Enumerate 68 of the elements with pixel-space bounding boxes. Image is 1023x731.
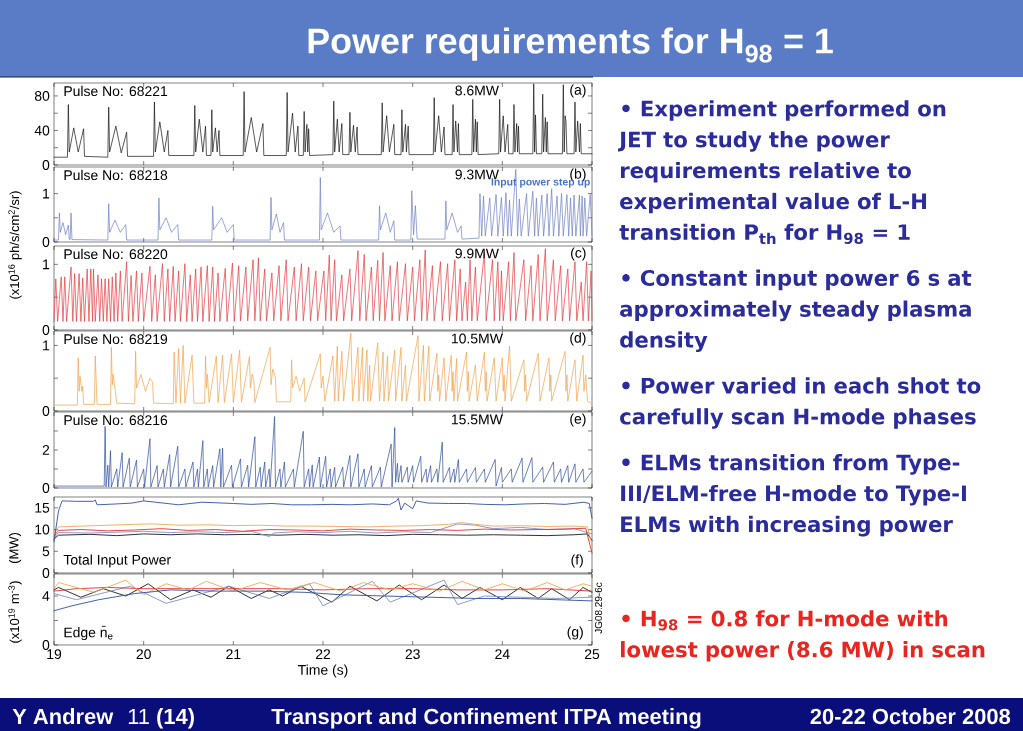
annotation: Pulse No: 68221: [64, 85, 168, 97]
x-tick-label: 22: [315, 649, 331, 659]
line-series: [53, 523, 593, 539]
line-series: [53, 522, 593, 546]
annotation: (a): [570, 84, 586, 98]
y-axis-title: (x10$^{16}$ ph/s/cm$^{2}$/sr): [8, 191, 22, 299]
text: • Power varied in each shot to carefully scan H-mode phases: [620, 377, 981, 429]
text: Y Andrew: [12, 708, 114, 725]
annotation: Pulse No: 68220: [64, 248, 168, 260]
y-tick-label: 0: [42, 406, 50, 416]
x-axis-title: Time (s): [298, 664, 348, 678]
text: 20-22 October 2008: [810, 708, 1011, 725]
annotation: Pulse No: 68216: [64, 414, 168, 426]
y-axis-title: (MW): [8, 532, 22, 564]
annotation: (g): [567, 626, 583, 640]
text: • Constant input power 6 s at approximately steady plasma density: [620, 269, 972, 353]
text: • ELMs transition from Type-III/ELM-free H-mode to Type-I ELMs with increasing power: [621, 454, 966, 537]
annotation: 9.3MW: [455, 169, 499, 180]
line-series: [53, 497, 593, 543]
line-series: [53, 589, 593, 612]
x-tick-label: 21: [226, 649, 241, 659]
y-tick-label: 0: [42, 160, 50, 170]
x-tick-label: 20: [136, 649, 151, 660]
y-tick-label: 80: [34, 90, 50, 101]
annotation: Pulse No: 68218: [64, 169, 168, 181]
text: JG08.29-6c: [594, 582, 602, 634]
y-tick-label: 1: [43, 340, 50, 351]
annotation: 10.5MW: [451, 333, 503, 344]
line-series: [53, 332, 592, 406]
y-tick-label: 10: [35, 524, 50, 535]
y-tick-label: 5: [42, 546, 50, 557]
annotation: (e): [570, 413, 586, 427]
y-tick-label: 15: [35, 502, 50, 513]
text: • H$_{98}$ = 0.8 for H-mode with lowest power (8.6 MW) in scan: [620, 610, 985, 662]
line-series: [53, 579, 593, 596]
y-tick-label: 0: [42, 325, 50, 335]
annotation: Total Input Power: [63, 554, 171, 568]
y-tick-label: 40: [34, 125, 50, 136]
y-tick-label: 2: [42, 445, 50, 455]
y-tick-label: 0: [42, 237, 50, 247]
annotation: Edge n̄$_{e}$: [64, 625, 113, 641]
text: 11 (14): [128, 708, 194, 729]
annotation: (d): [570, 332, 586, 346]
line-series: [53, 83, 593, 158]
y-tick-label: 0: [42, 640, 50, 650]
y-tick-label: 0: [42, 568, 50, 578]
annotation: (f): [571, 554, 583, 568]
line-series: [53, 533, 593, 541]
text: • Experiment performed on JET to study the power requirements relative to experimental value of L-H transition P$_{th}$ for H$_{98}$ = 1: [618, 100, 946, 245]
x-tick-label: 24: [495, 649, 510, 659]
annotation: Pulse No: 68219: [64, 333, 168, 345]
annotation: (c): [571, 247, 586, 261]
y-tick-label: 0: [42, 483, 50, 493]
x-tick-label: 25: [584, 649, 600, 660]
y-tick-label: 1: [43, 259, 50, 270]
y-axis-title: (x10$^{19}$ m$^{-3}$): [8, 581, 22, 643]
y-tick-label: 1: [43, 188, 50, 199]
y-tick-label: 4: [42, 591, 50, 601]
annotation: 8.6MW: [455, 85, 499, 96]
text: Power requirements for H$_{98}$ = 1: [308, 27, 833, 63]
x-tick-label: 23: [405, 649, 420, 660]
annotation: 15.5MW: [451, 414, 503, 425]
line-series: [53, 248, 593, 322]
text: Transport and Confinement ITPA meeting: [271, 708, 701, 729]
x-tick-label: 19: [47, 649, 62, 660]
annotation: 9.9MW: [455, 248, 499, 259]
line-series: [53, 527, 593, 554]
line-series: [53, 169, 593, 241]
